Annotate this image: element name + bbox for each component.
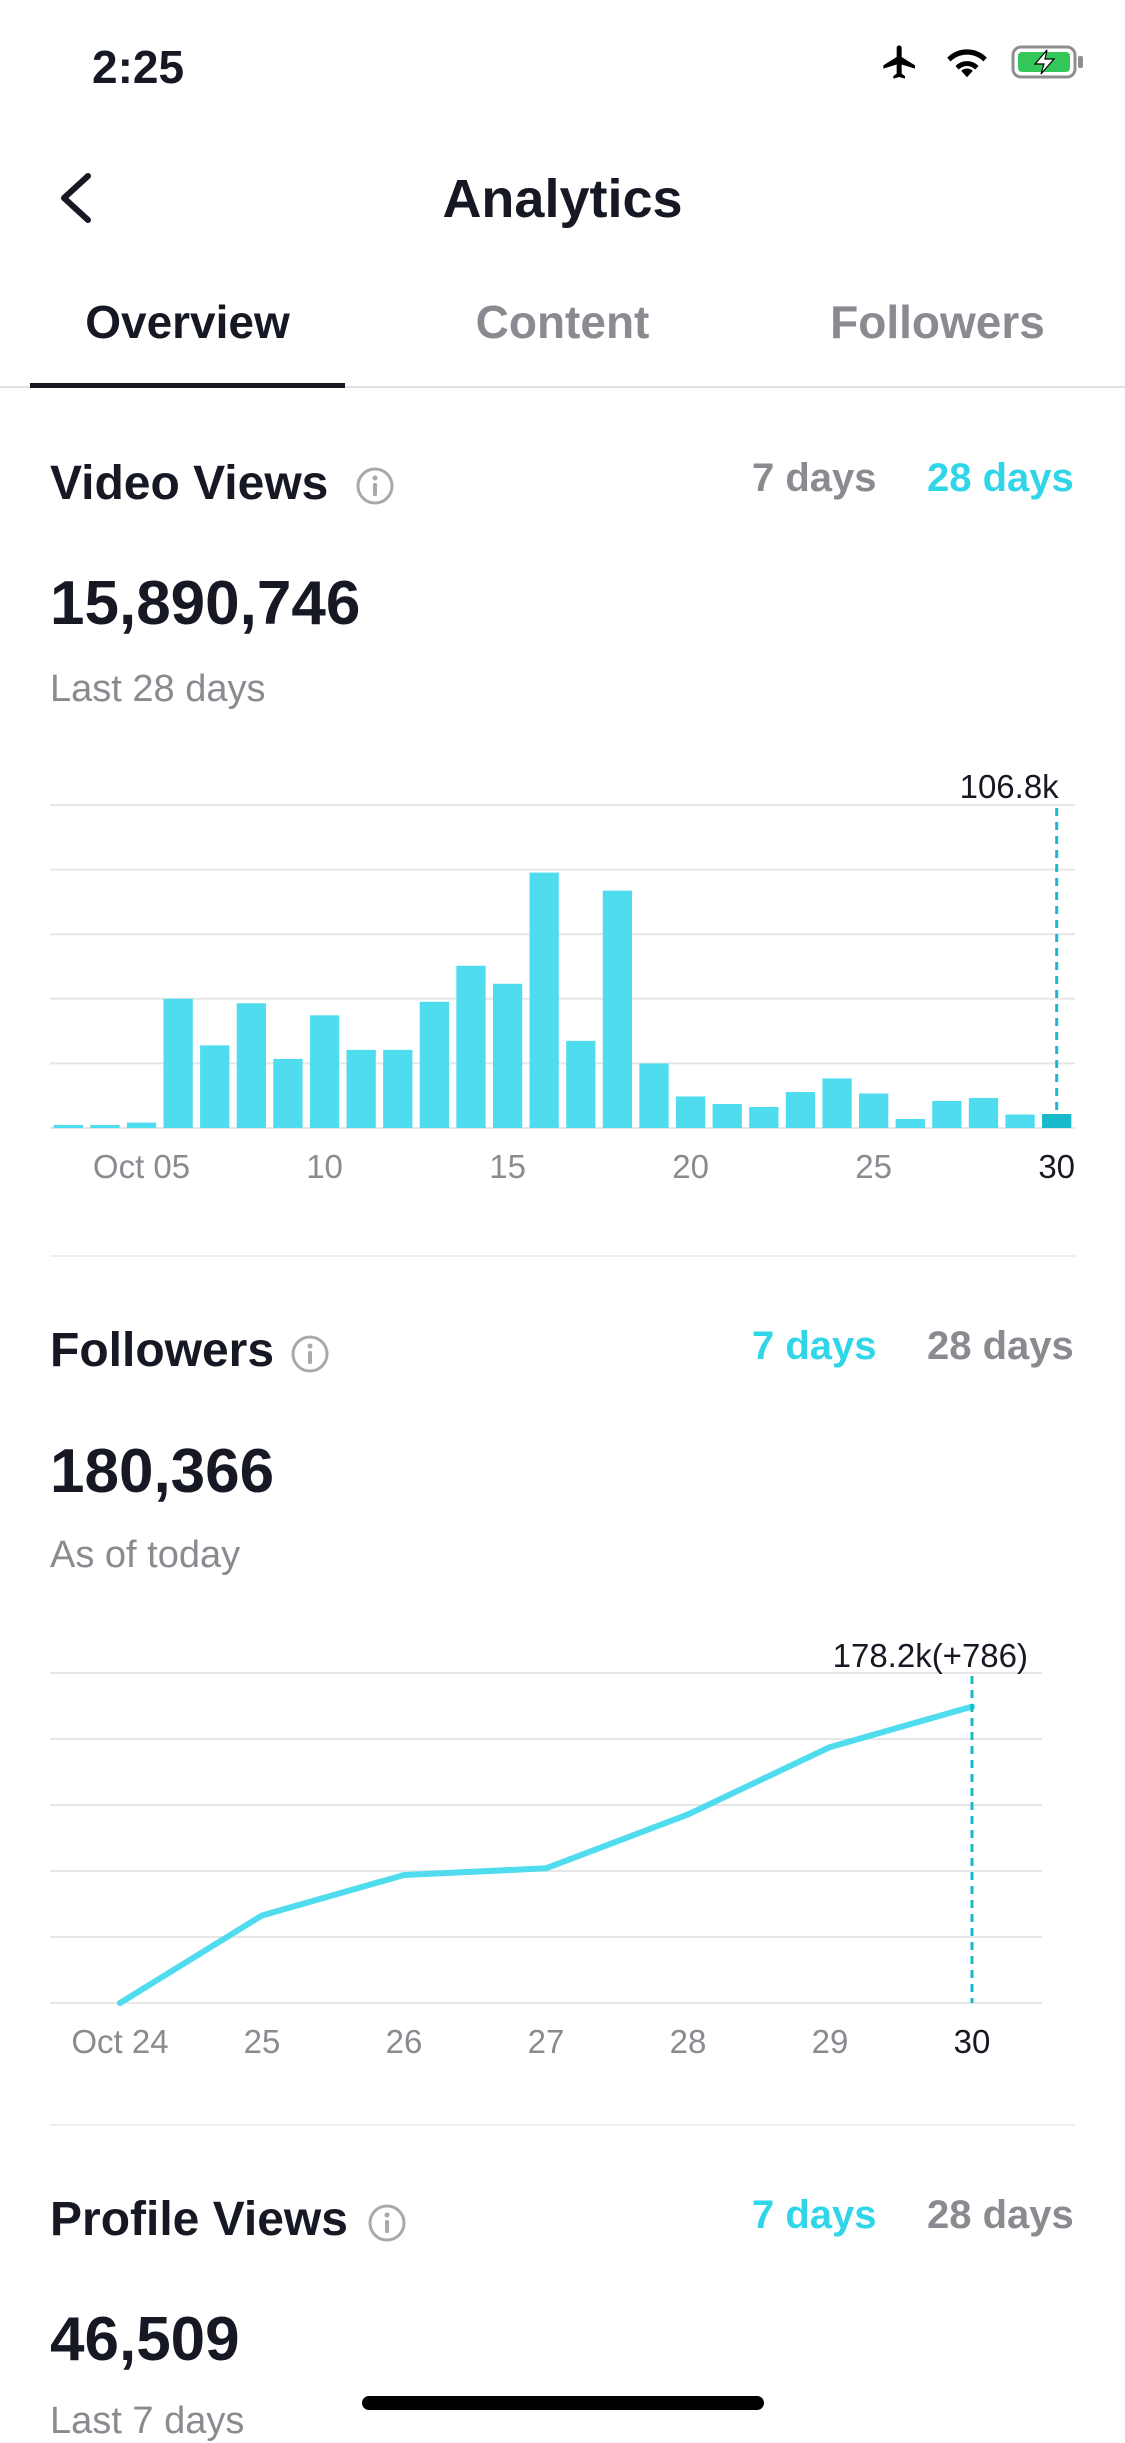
bar[interactable] (639, 1063, 669, 1128)
bar[interactable] (859, 1093, 889, 1128)
airplane-icon (883, 45, 915, 79)
battery-charging-icon (1011, 45, 1083, 79)
info-icon[interactable] (290, 1334, 330, 1374)
tab-content[interactable]: Content (475, 296, 650, 348)
bar[interactable] (968, 1097, 999, 1128)
home-indicator (362, 2396, 764, 2410)
bar[interactable] (346, 1049, 376, 1128)
active-tab-indicator (30, 383, 345, 388)
profile-views-total: 46,509 (50, 2305, 240, 2374)
followers-title: Followers (50, 1324, 275, 1377)
x-tick-label: 26 (386, 2023, 423, 2060)
followers-range-28-days[interactable]: 28 days (927, 1324, 1074, 1368)
tabs-divider (0, 386, 1125, 388)
tab-followers[interactable]: Followers (830, 296, 1045, 348)
video-views-range-7-days[interactable]: 7 days (752, 456, 877, 500)
bar[interactable] (749, 1106, 779, 1128)
section-divider (50, 1255, 1075, 1257)
followers-highlight-label: 178.2k(+786) (833, 1637, 1028, 1674)
profile-views-range-7-days[interactable]: 7 days (752, 2193, 877, 2237)
x-tick-label: 30 (1038, 1148, 1075, 1185)
x-tick-label: 28 (670, 2023, 707, 2060)
x-tick-label: 20 (672, 1148, 709, 1185)
video-views-range-28-days[interactable]: 28 days (927, 456, 1074, 500)
video-views-subtitle: Last 28 days (50, 668, 266, 710)
x-tick-label: 29 (812, 2023, 849, 2060)
profile-views-subtitle: Last 7 days (50, 2400, 245, 2442)
x-tick-label: Oct 05 (93, 1148, 190, 1185)
bar[interactable] (456, 965, 486, 1128)
bar[interactable] (712, 1103, 742, 1128)
bar[interactable] (932, 1100, 962, 1128)
bar[interactable] (492, 983, 523, 1128)
bar[interactable] (236, 1003, 266, 1128)
line-point[interactable] (117, 2000, 123, 2006)
bar[interactable] (419, 1001, 450, 1128)
video-views-total: 15,890,746 (50, 569, 361, 638)
followers-subtitle: As of today (50, 1534, 241, 1576)
tab-overview[interactable]: Overview (85, 296, 290, 348)
x-tick-label: 25 (244, 2023, 281, 2060)
status-time: 2:25 (92, 41, 185, 93)
bar[interactable] (383, 1049, 413, 1128)
bar[interactable] (785, 1091, 816, 1128)
video-views-bar-chart: Oct 05 10 15 20 25 30 106.8k (50, 768, 1075, 1185)
status-icons (877, 42, 1085, 82)
profile-views-title: Profile Views (50, 2193, 348, 2246)
bar[interactable] (566, 1040, 596, 1128)
bar[interactable] (895, 1118, 925, 1128)
bar[interactable] (200, 1045, 230, 1128)
line-point[interactable] (543, 1865, 549, 1872)
back-chevron-icon[interactable] (50, 168, 100, 228)
bar[interactable] (53, 1125, 83, 1128)
bar[interactable] (90, 1125, 120, 1128)
bar[interactable] (163, 998, 193, 1128)
bar[interactable] (602, 890, 633, 1128)
bar[interactable] (126, 1122, 157, 1128)
followers-series-line (117, 1703, 975, 2006)
x-tick-label: 25 (855, 1148, 892, 1185)
line-point[interactable] (827, 1744, 833, 1751)
bar[interactable] (822, 1078, 852, 1128)
line-point[interactable] (259, 1912, 265, 1919)
x-tick-label: Oct 24 (71, 2023, 168, 2060)
bar[interactable] (273, 1058, 303, 1128)
x-tick-label: 30 (954, 2023, 991, 2060)
profile-views-range-28-days[interactable]: 28 days (927, 2193, 1074, 2237)
video-views-highlight-label: 106.8k (960, 768, 1060, 805)
page-title: Analytics (442, 169, 683, 229)
info-icon[interactable] (367, 2203, 407, 2243)
wifi-icon (947, 49, 987, 78)
x-tick-label: 10 (306, 1148, 343, 1185)
followers-range-7-days[interactable]: 7 days (752, 1324, 877, 1368)
line-point[interactable] (685, 1811, 691, 1818)
line-point[interactable] (401, 1872, 407, 1879)
video-views-title: Video Views (50, 457, 329, 510)
x-tick-label: 15 (489, 1148, 526, 1185)
followers-line-chart: Oct 24 25 26 27 28 29 30 178.2k(+786) (50, 1637, 1042, 2060)
bar[interactable] (529, 872, 559, 1128)
info-icon[interactable] (355, 466, 395, 506)
x-tick-label: 27 (528, 2023, 565, 2060)
section-divider (50, 2124, 1075, 2126)
followers-total: 180,366 (50, 1437, 275, 1506)
bar[interactable] (1005, 1114, 1035, 1128)
bar[interactable] (309, 1015, 340, 1128)
bar[interactable] (675, 1096, 706, 1128)
